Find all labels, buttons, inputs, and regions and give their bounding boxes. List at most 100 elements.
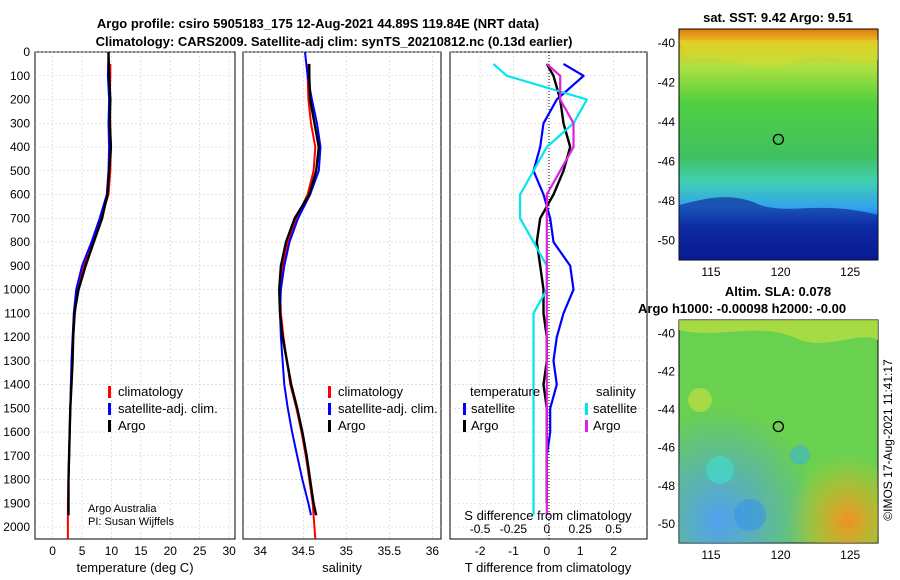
map-ytick-label: -46	[658, 441, 676, 455]
argo-location-marker-2	[772, 420, 785, 433]
legend-swatch-sal-satellite	[585, 403, 588, 415]
xtick-label: 34.5	[292, 544, 316, 558]
temperature-xticks: 0 5 10 15 20 25 30	[49, 544, 236, 558]
series-argo	[67, 51, 113, 516]
legend-climatology-2: climatology	[338, 384, 404, 399]
ytick-label: 200	[10, 93, 30, 107]
map-ytick-label: -48	[658, 194, 676, 208]
salinity-axes-frame	[242, 51, 442, 540]
salinity-panel: 34 34.5 35 35.5 36 salinity climatology sate…	[242, 51, 442, 575]
map-ytick-label: -50	[658, 517, 676, 531]
difference-xlabel: T difference from climatology	[465, 560, 632, 575]
temperature-legend: climatology satellite-adj. clim. Argo	[108, 384, 218, 433]
sla-map-yticks: -40 -42 -44 -46 -48 -50	[658, 326, 676, 531]
salinity-legend: climatology satellite-adj. clim. Argo	[328, 384, 438, 433]
ytick-label: 1300	[3, 354, 30, 368]
ytick-label: 100	[10, 69, 30, 83]
map-xtick-label: 120	[771, 548, 791, 562]
map-xtick-label: 125	[840, 548, 860, 562]
difference-legend: temperature satellite Argo salinity sate…	[463, 384, 637, 433]
ytick-label: 1500	[3, 401, 30, 415]
salinity-series	[278, 51, 322, 540]
ytick-label: 600	[10, 188, 30, 202]
legend-argo-2: Argo	[338, 418, 365, 433]
legend-swatch-argo	[108, 420, 111, 432]
legend-swatch-sal-argo	[585, 420, 588, 432]
imos-stamp: ©IMOS 17-Aug-2021 11:41:17	[881, 359, 895, 521]
sla-eddy-3	[734, 499, 766, 531]
series-satellite	[279, 51, 322, 516]
legend-sal-satellite: satellite	[593, 401, 637, 416]
legend-swatch-temp-argo	[463, 420, 466, 432]
xtick-label: 35	[340, 544, 354, 558]
legend-sal-argo: Argo	[593, 418, 620, 433]
map-xtick-label: 115	[701, 548, 720, 562]
series-argo	[278, 63, 320, 516]
ytick-label: 700	[10, 211, 30, 225]
sst-map-panel: sat. SST: 9.42 Argo: 9.51 115 120 125 -40-…	[658, 10, 879, 279]
sla-map-panel: Altim. SLA: 0.078 Argo h1000: -0.00098 h…	[638, 284, 879, 562]
legend-swatch-satellite	[108, 403, 111, 415]
xtick-label: 0	[49, 544, 56, 558]
ytick-label: 1400	[3, 378, 30, 392]
argo-location-marker	[772, 133, 785, 146]
temperature-panel: 0 5 10 15 20 25 30 0 100 200 300 400 500 600 700 800 90…	[3, 45, 236, 575]
header-title-line2: Climatology: CARS2009. Satellite-adj cli…	[96, 34, 573, 49]
xtick-label: 10	[105, 544, 119, 558]
ytick-label: 400	[10, 140, 30, 154]
difference-xticks: -2 -1 0 1 2	[475, 544, 618, 558]
legend-satellite: satellite-adj. clim.	[118, 401, 218, 416]
temperature-xlabel: temperature (deg C)	[76, 560, 193, 575]
ytick-label: 300	[10, 116, 30, 130]
temperature-series	[66, 51, 113, 539]
xtick-label: 1	[577, 544, 584, 558]
salinity-xticks: 34 34.5 35 35.5 36	[254, 544, 440, 558]
sla-map-xticks: 115 120 125	[701, 548, 860, 562]
xtick-label: 0	[543, 544, 550, 558]
sla-map-subtitle: Argo h1000: -0.00098 h2000: -0.00	[638, 301, 846, 316]
ytick-label: 2000	[3, 520, 30, 534]
xtick-label: -2	[475, 544, 486, 558]
difference-panel: -2 -1 0 1 2 -0.5 -0.25 0 0.25 0.5 T difference f…	[449, 51, 648, 575]
xtick-label: 15	[134, 544, 148, 558]
sst-warm-band	[679, 40, 878, 68]
x2tick-label: 0.5	[605, 522, 622, 536]
credit-line1: Argo Australia	[88, 503, 157, 515]
salinity-xlabel: salinity	[322, 560, 362, 575]
sla-eddy-1	[706, 456, 734, 484]
map-ytick-label: -42	[658, 75, 676, 89]
ytick-label: 1000	[3, 283, 30, 297]
legend-climatology: climatology	[118, 384, 184, 399]
map-ytick-label: -42	[658, 364, 676, 378]
salinity-grid	[243, 51, 441, 539]
xtick-label: 30	[222, 544, 236, 558]
legend-temp-argo: Argo	[471, 418, 498, 433]
series-argo-salinity	[545, 63, 575, 516]
map-ytick-label: -44	[658, 115, 676, 129]
map-ytick-label: -44	[658, 403, 676, 417]
sst-map-yticks: -40 -42 -44 -46 -48 -50	[658, 36, 676, 247]
map-ytick-label: -46	[658, 154, 676, 168]
map-ytick-label: -40	[658, 36, 676, 50]
difference-x2label: S difference from climatology	[464, 508, 632, 523]
legend-temperature-title: temperature	[470, 384, 540, 399]
ytick-label: 1600	[3, 425, 30, 439]
map-ytick-label: -48	[658, 479, 676, 493]
difference-grid	[450, 51, 647, 539]
depth-yticks: 0 100 200 300 400 500 600 700 800 900 1000 1100 1200…	[3, 45, 30, 534]
ytick-label: 1100	[4, 306, 30, 320]
map-xtick-label: 115	[701, 265, 720, 279]
sst-map-title: sat. SST: 9.42 Argo: 9.51	[703, 10, 853, 25]
xtick-label: 25	[193, 544, 207, 558]
legend-temp-satellite: satellite	[471, 401, 515, 416]
legend-swatch-climatology	[108, 386, 111, 398]
xtick-label: 36	[426, 544, 440, 558]
map-ytick-label: -50	[658, 233, 676, 247]
xtick-label: 34	[254, 544, 268, 558]
xtick-label: 20	[164, 544, 178, 558]
xtick-label: 35.5	[378, 544, 402, 558]
sst-map-xticks: 115 120 125	[701, 265, 860, 279]
sla-eddy-4	[688, 388, 712, 412]
